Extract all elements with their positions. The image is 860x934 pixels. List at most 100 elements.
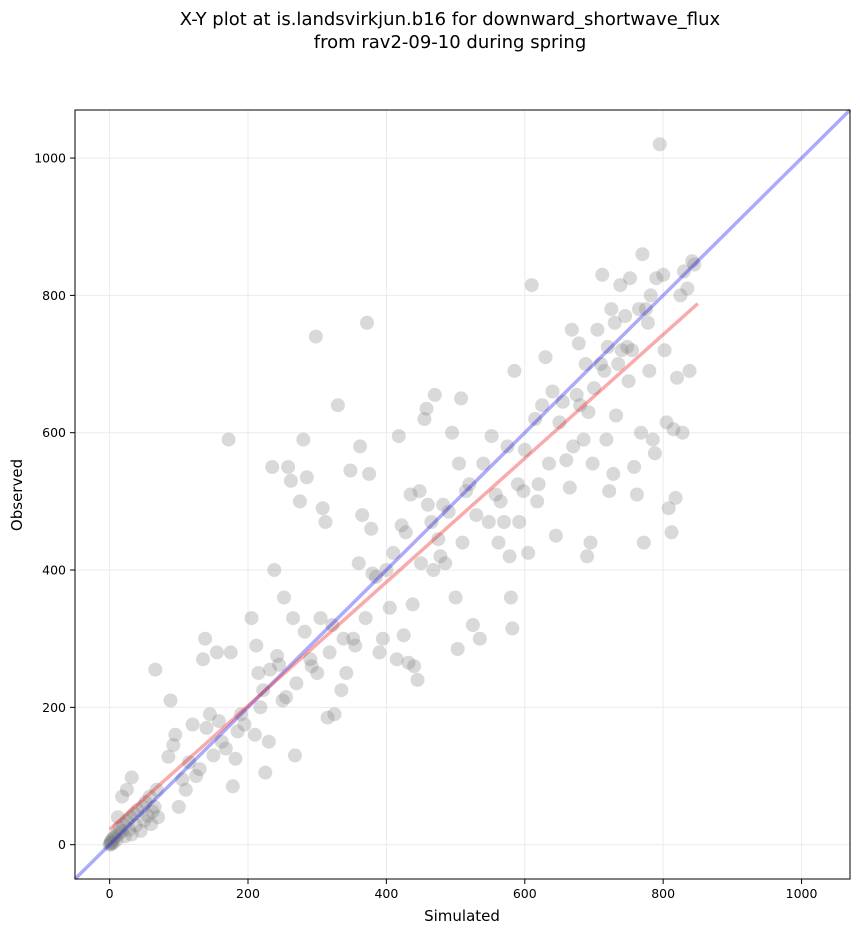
data-point [604, 302, 619, 317]
data-point [296, 432, 311, 447]
x-tick-label: 800 [651, 886, 675, 901]
data-point [417, 412, 432, 426]
data-point [103, 836, 118, 851]
data-point [640, 315, 655, 330]
data-point [590, 322, 605, 337]
data-point [189, 769, 204, 783]
data-point [620, 339, 635, 354]
plot-frame [74, 109, 851, 880]
data-point [484, 429, 499, 444]
data-point [682, 363, 697, 378]
data-point [110, 810, 125, 825]
y-tick-label: 600 [42, 425, 66, 440]
data-point [634, 425, 648, 440]
data-point [642, 363, 657, 378]
data-point [652, 137, 667, 152]
data-point [318, 515, 333, 529]
data-point [403, 487, 418, 502]
data-point [621, 374, 636, 389]
data-point [182, 755, 197, 770]
data-point [144, 817, 159, 832]
data-point [122, 822, 136, 837]
data-point [455, 535, 470, 550]
data-point [585, 456, 600, 471]
data-point [206, 748, 221, 763]
data-point [230, 724, 245, 739]
data-point [175, 772, 190, 787]
y-axis-label: Observed [8, 459, 26, 531]
data-point [198, 631, 213, 646]
data-point [327, 707, 342, 722]
data-point [618, 309, 633, 323]
data-point [431, 532, 446, 547]
data-point [119, 813, 134, 828]
data-point [104, 835, 118, 850]
data-point [528, 412, 543, 426]
data-point [360, 315, 374, 330]
x-axis-ticks: 0 200 400 600 800 1000 [106, 879, 818, 901]
data-point [299, 470, 314, 485]
data-point [142, 789, 157, 804]
x-tick-label: 200 [236, 886, 260, 901]
data-point [116, 817, 131, 832]
data-point [277, 590, 291, 605]
data-point [687, 257, 702, 272]
data-point [286, 611, 300, 626]
data-point [112, 820, 127, 835]
data-point [538, 350, 553, 365]
data-point [542, 456, 556, 471]
data-point [163, 693, 178, 708]
data-point [334, 683, 349, 698]
data-point [253, 700, 268, 715]
reference-lines [73, 108, 852, 881]
data-point [304, 659, 319, 674]
data-point [348, 638, 363, 653]
data-point [115, 789, 130, 804]
data-point [401, 655, 416, 670]
data-point [445, 425, 460, 440]
data-point [426, 563, 441, 577]
data-point [123, 810, 138, 825]
data-point [505, 621, 520, 636]
data-point [597, 363, 612, 378]
data-point [465, 618, 480, 632]
grid-lines [75, 110, 850, 879]
data-point [330, 398, 345, 413]
data-point [680, 281, 695, 296]
chart-title: X-Y plot at is.landsvirkjun.b16 for down… [180, 9, 721, 30]
data-point [237, 717, 252, 732]
data-point [632, 302, 646, 317]
data-point [379, 563, 394, 577]
data-point [512, 515, 527, 529]
data-point [611, 357, 626, 371]
data-point [593, 357, 608, 371]
data-point [225, 779, 240, 794]
data-point [313, 611, 328, 626]
data-point [595, 267, 610, 282]
data-point [497, 515, 511, 529]
data-point [573, 398, 588, 413]
data-point [414, 556, 428, 571]
data-point [149, 782, 164, 797]
data-point [664, 525, 679, 540]
data-point [391, 429, 406, 444]
data-point [436, 497, 451, 512]
data-point [106, 835, 121, 850]
data-point [270, 648, 285, 663]
data-point [303, 652, 318, 667]
data-point [613, 278, 628, 293]
data-point [659, 415, 674, 430]
y-axis-ticks: 0 200 400 600 800 1000 [34, 151, 75, 852]
data-point [336, 631, 351, 646]
data-point [119, 782, 134, 797]
data-point [355, 508, 370, 523]
x-tick-label: 0 [106, 886, 114, 901]
data-point [351, 556, 366, 571]
data-point [398, 525, 413, 540]
data-point [138, 795, 153, 810]
data-point [578, 357, 593, 371]
data-point [488, 487, 503, 502]
data-point [133, 823, 148, 838]
data-point [493, 494, 508, 509]
data-point [267, 563, 282, 577]
